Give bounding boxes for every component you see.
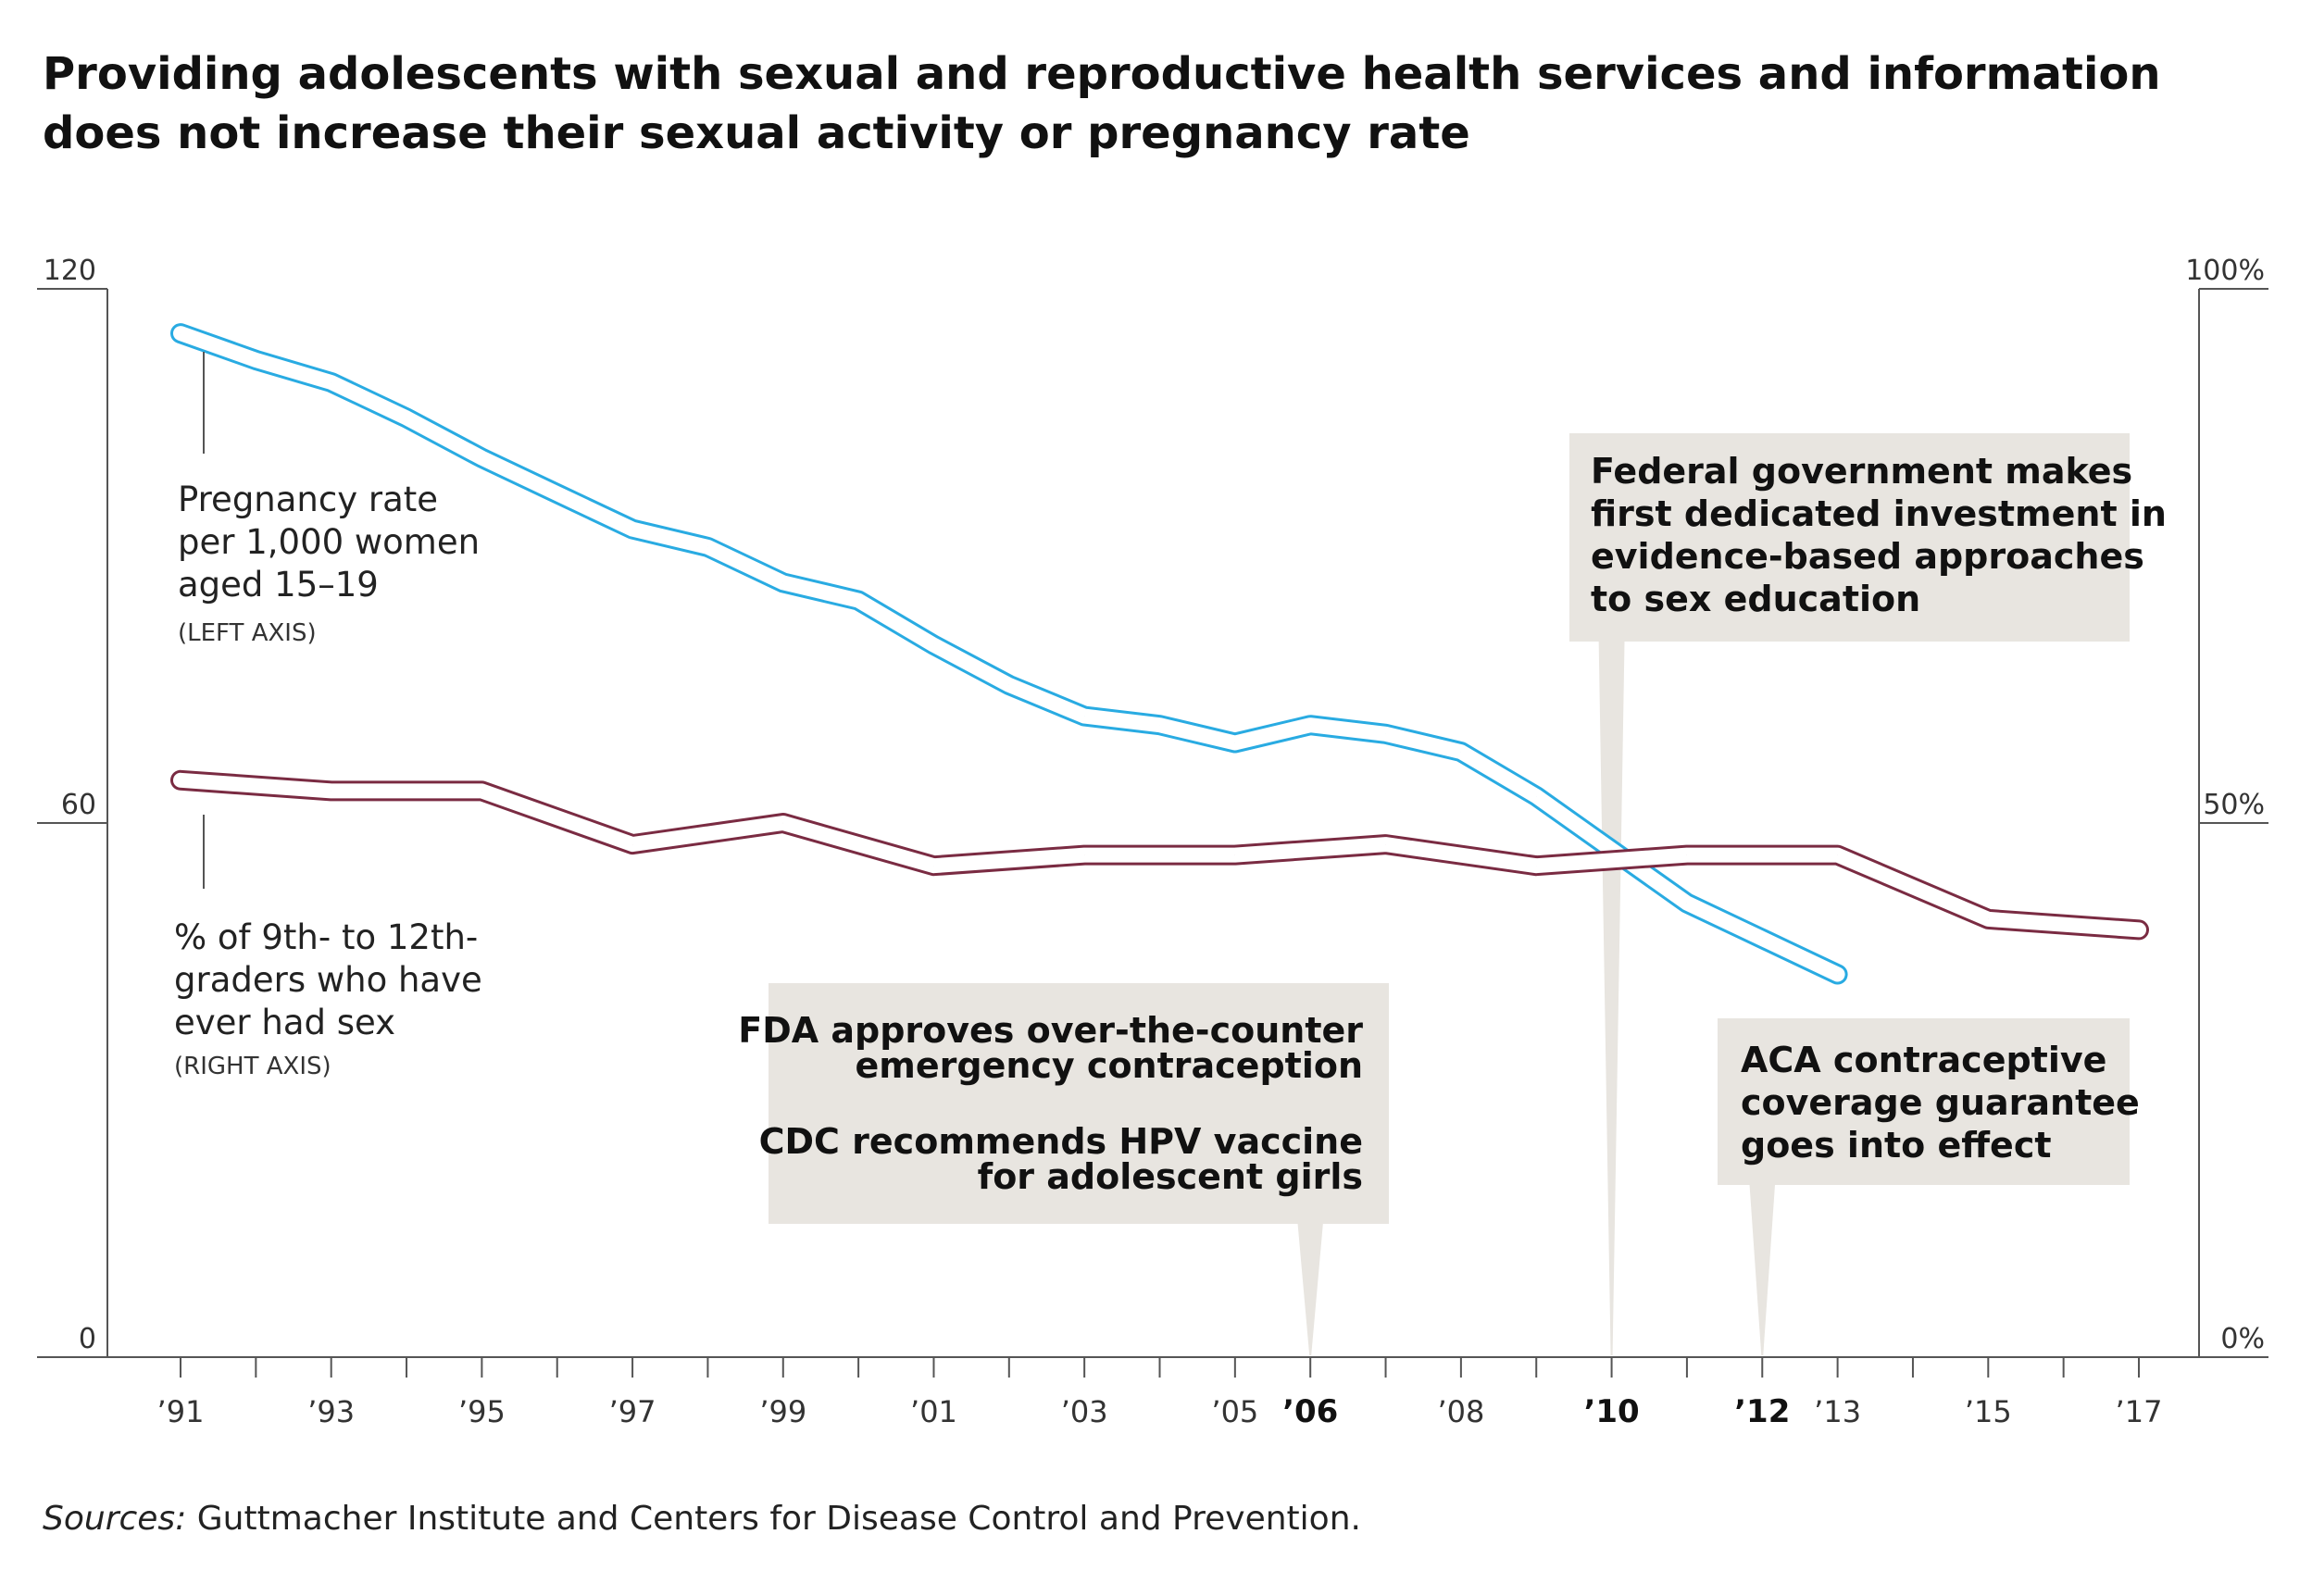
source-note: Sources: Guttmacher Institute and Center… xyxy=(43,1500,1361,1538)
annotation-2006-line: CDC recommends HPV vaccine xyxy=(759,1121,1363,1162)
x-axis-tick-label: ’03 xyxy=(1061,1394,1108,1429)
x-axis-tick-label: ’15 xyxy=(1965,1394,2012,1429)
annotation-2010-box xyxy=(1569,433,2130,642)
annotation-2010-line: to sex education xyxy=(1591,579,1920,619)
left-axis-tick-label: 60 xyxy=(61,789,96,821)
x-axis-tick-label: ’97 xyxy=(609,1394,656,1429)
annotation-2012-line: goes into effect xyxy=(1741,1125,2052,1166)
series-1-label-line: ever had sex xyxy=(174,1003,395,1042)
annotation-2006-line: emergency contraception xyxy=(855,1045,1363,1086)
x-axis-tick-label: ’93 xyxy=(307,1394,355,1429)
axes-layer: 0 60 120 0% 50% 100% ’91 ’93 ’95 ’97 ’99 ’01 ’03 ’05 ’… xyxy=(37,255,2268,1430)
annotation-2012-box xyxy=(1718,1018,2130,1185)
annotation-2010-line: Federal government makes xyxy=(1591,451,2132,492)
series-0-label-line: per 1,000 women xyxy=(178,522,480,562)
title-line-1: Providing adolescents with sexual and re… xyxy=(43,48,2161,100)
right-axis-tick-label: 50% xyxy=(2203,789,2265,821)
left-axis-tick-label: 120 xyxy=(44,255,96,287)
source-text: Guttmacher Institute and Centers for Dis… xyxy=(186,1500,1361,1538)
x-axis-tick-label: ’13 xyxy=(1814,1394,1861,1429)
x-axis-tick-label: ’12 xyxy=(1734,1393,1790,1430)
source-label: Sources: xyxy=(43,1500,187,1538)
x-axis-tick-label: ’91 xyxy=(157,1394,205,1429)
series-0-label-line: aged 15–19 xyxy=(178,565,379,605)
series-0-label-line: Pregnancy rate xyxy=(178,480,438,519)
annotation-2012-pointer xyxy=(1749,1181,1776,1355)
x-axis-tick-label: ’10 xyxy=(1583,1393,1639,1430)
series-1-axis-note: (RIGHT AXIS) xyxy=(174,1053,331,1080)
annotation-2006-pointer xyxy=(1297,1220,1324,1355)
annotation-2006-line: for adolescent girls xyxy=(978,1156,1363,1197)
annotation-2006-line: FDA approves over-the-counter xyxy=(738,1010,1363,1051)
annotation-2012-line: coverage guarantee xyxy=(1741,1082,2140,1123)
series-0-axis-note: (LEFT AXIS) xyxy=(178,619,317,647)
series-1 xyxy=(170,769,2149,941)
x-axis-tick-label: ’05 xyxy=(1211,1394,1258,1429)
annotation-2006-box xyxy=(769,983,1389,1224)
series-layer xyxy=(170,323,2149,985)
annotation-2010-line: evidence-based approaches xyxy=(1591,536,2144,577)
annotation-2010-pointer xyxy=(1598,638,1625,1355)
x-axis-tick-label: ’95 xyxy=(458,1394,506,1429)
right-axis-tick-label: 0% xyxy=(2220,1323,2265,1355)
x-axis-tick-label: ’99 xyxy=(759,1394,806,1429)
series-1-inner xyxy=(173,772,2146,938)
chart-title: Providing adolescents with sexual and re… xyxy=(43,44,2283,163)
x-axis-tick-label: ’08 xyxy=(1437,1394,1484,1429)
x-axis-tick-label: ’17 xyxy=(2116,1394,2163,1429)
series-0-inner xyxy=(173,326,1845,982)
series-1-label-line: % of 9th- to 12th- xyxy=(174,917,478,957)
x-axis-tick-label: ’01 xyxy=(910,1394,957,1429)
series-0 xyxy=(170,323,1848,985)
annotation-2010-line: first dedicated investment in xyxy=(1591,493,2167,534)
series-1-label-line: graders who have xyxy=(174,960,482,1000)
annotation-2012-line: ACA contraceptive xyxy=(1741,1040,2106,1080)
right-axis-tick-label: 100% xyxy=(2185,255,2265,287)
left-axis-tick-label: 0 xyxy=(79,1323,96,1355)
x-axis-tick-label: ’06 xyxy=(1282,1393,1338,1430)
title-line-2: does not increase their sexual activity … xyxy=(43,107,1470,159)
